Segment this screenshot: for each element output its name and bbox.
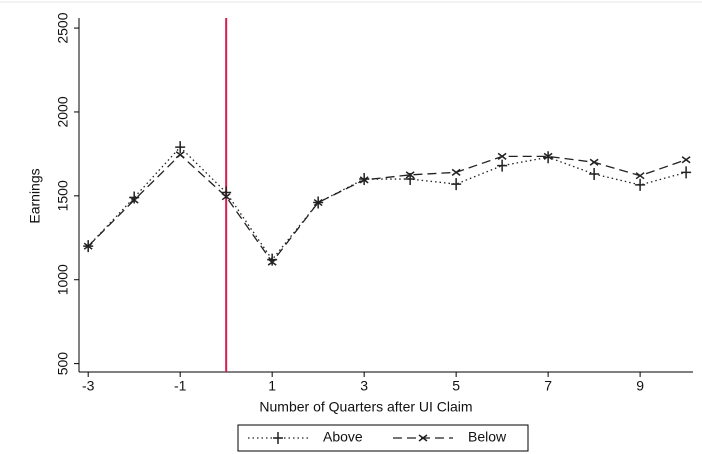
marker [451,178,462,191]
legend-marker [418,434,428,442]
marker [359,176,369,184]
x-tick-label: 9 [636,378,644,394]
series-line [87,153,687,264]
marker [267,258,277,266]
marker [497,152,507,161]
marker [175,151,185,159]
y-tick-label: 2500 [55,12,71,43]
marker [221,193,231,201]
legend-marker [273,432,283,444]
x-axis-label: Number of Quarters after UI Claim [259,399,472,415]
x-tick-label: -1 [174,378,187,394]
marker [451,168,461,176]
y-tick-label: 1000 [55,264,71,295]
legend-label: Above [323,429,363,445]
y-axis-label: Earnings [27,168,43,223]
x-tick-label: 5 [452,378,460,394]
x-tick-label: 1 [268,378,276,394]
marker [543,152,553,161]
marker [681,166,692,179]
marker [635,172,645,180]
marker [129,196,139,204]
x-tick-label: 3 [360,378,368,394]
marker [635,178,646,191]
marker [313,198,323,207]
marker [175,141,186,154]
x-tick-label: -3 [82,378,95,394]
marker [681,156,691,164]
marker [497,159,508,172]
marker [83,242,93,250]
y-tick-label: 1500 [55,180,71,211]
marker [589,158,599,166]
marker [405,171,415,179]
legend-box [237,424,529,452]
marker [589,168,600,181]
series-line [87,146,687,261]
x-tick-label: 7 [544,378,552,394]
legend-label: Below [468,429,507,445]
y-tick-label: 500 [55,352,71,376]
y-tick-label: 2000 [55,96,71,127]
legend: Above Below [237,424,529,452]
